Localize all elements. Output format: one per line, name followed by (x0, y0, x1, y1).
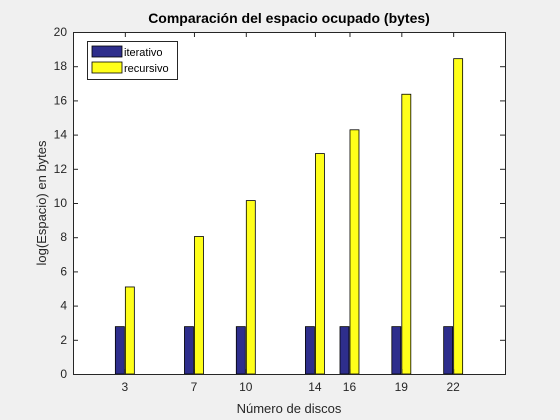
y-axis-label: log(Espacio) en bytes (34, 140, 49, 266)
plot-area (73, 32, 505, 374)
x-tick-label: 10 (239, 380, 253, 394)
legend-label-iterativo: iterativo (124, 47, 163, 59)
y-tick-label: 0 (60, 367, 67, 381)
y-tick-label: 16 (54, 93, 68, 107)
y-tick-label: 14 (54, 128, 68, 142)
legend-swatch-recursivo (91, 61, 123, 74)
bar-recursivo-19 (401, 93, 412, 375)
y-tick-label: 20 (54, 25, 68, 39)
bar-recursivo-16 (349, 129, 360, 375)
y-tick-label: 2 (60, 333, 67, 347)
bar-recursivo-7 (194, 236, 204, 375)
y-tick-label: 12 (54, 162, 68, 176)
y-tick-label: 8 (60, 230, 67, 244)
x-tick-label: 19 (395, 380, 409, 394)
bar-recursivo-3 (124, 286, 135, 375)
x-tick-label: 22 (446, 380, 460, 394)
ticks-group: 0 2 4 6 8 10 12 14 16 18 20 3 7 10 14 16 19 22 (54, 25, 505, 394)
bar-recursivo-14 (315, 153, 325, 375)
bar-recursivo-10 (245, 200, 256, 375)
y-tick-label: 4 (60, 299, 67, 313)
y-tick-label: 18 (54, 59, 68, 73)
x-tick-label: 3 (121, 380, 128, 394)
x-tick-label: 16 (343, 380, 357, 394)
bar-recursivo-22 (453, 58, 464, 375)
x-tick-label: 14 (308, 380, 322, 394)
bar-iterativo-19 (391, 326, 402, 375)
bar-iterativo-3 (114, 326, 125, 375)
bar-iterativo-10 (235, 326, 246, 375)
y-tick-label: 10 (54, 196, 68, 210)
x-tick-label: 7 (191, 380, 198, 394)
x-axis-label: Número de discos (237, 401, 342, 416)
y-tick-label: 6 (60, 264, 67, 278)
bar-iterativo-7 (184, 326, 194, 375)
legend: iterativo recursivo (87, 41, 178, 80)
legend-label-recursivo: recursivo (124, 63, 169, 75)
chart-title: Comparación del espacio ocupado (bytes) (148, 10, 430, 26)
bar-iterativo-14 (305, 326, 315, 375)
bar-iterativo-22 (443, 326, 454, 375)
legend-swatch-iterativo (91, 45, 123, 58)
bar-iterativo-16 (339, 326, 350, 375)
